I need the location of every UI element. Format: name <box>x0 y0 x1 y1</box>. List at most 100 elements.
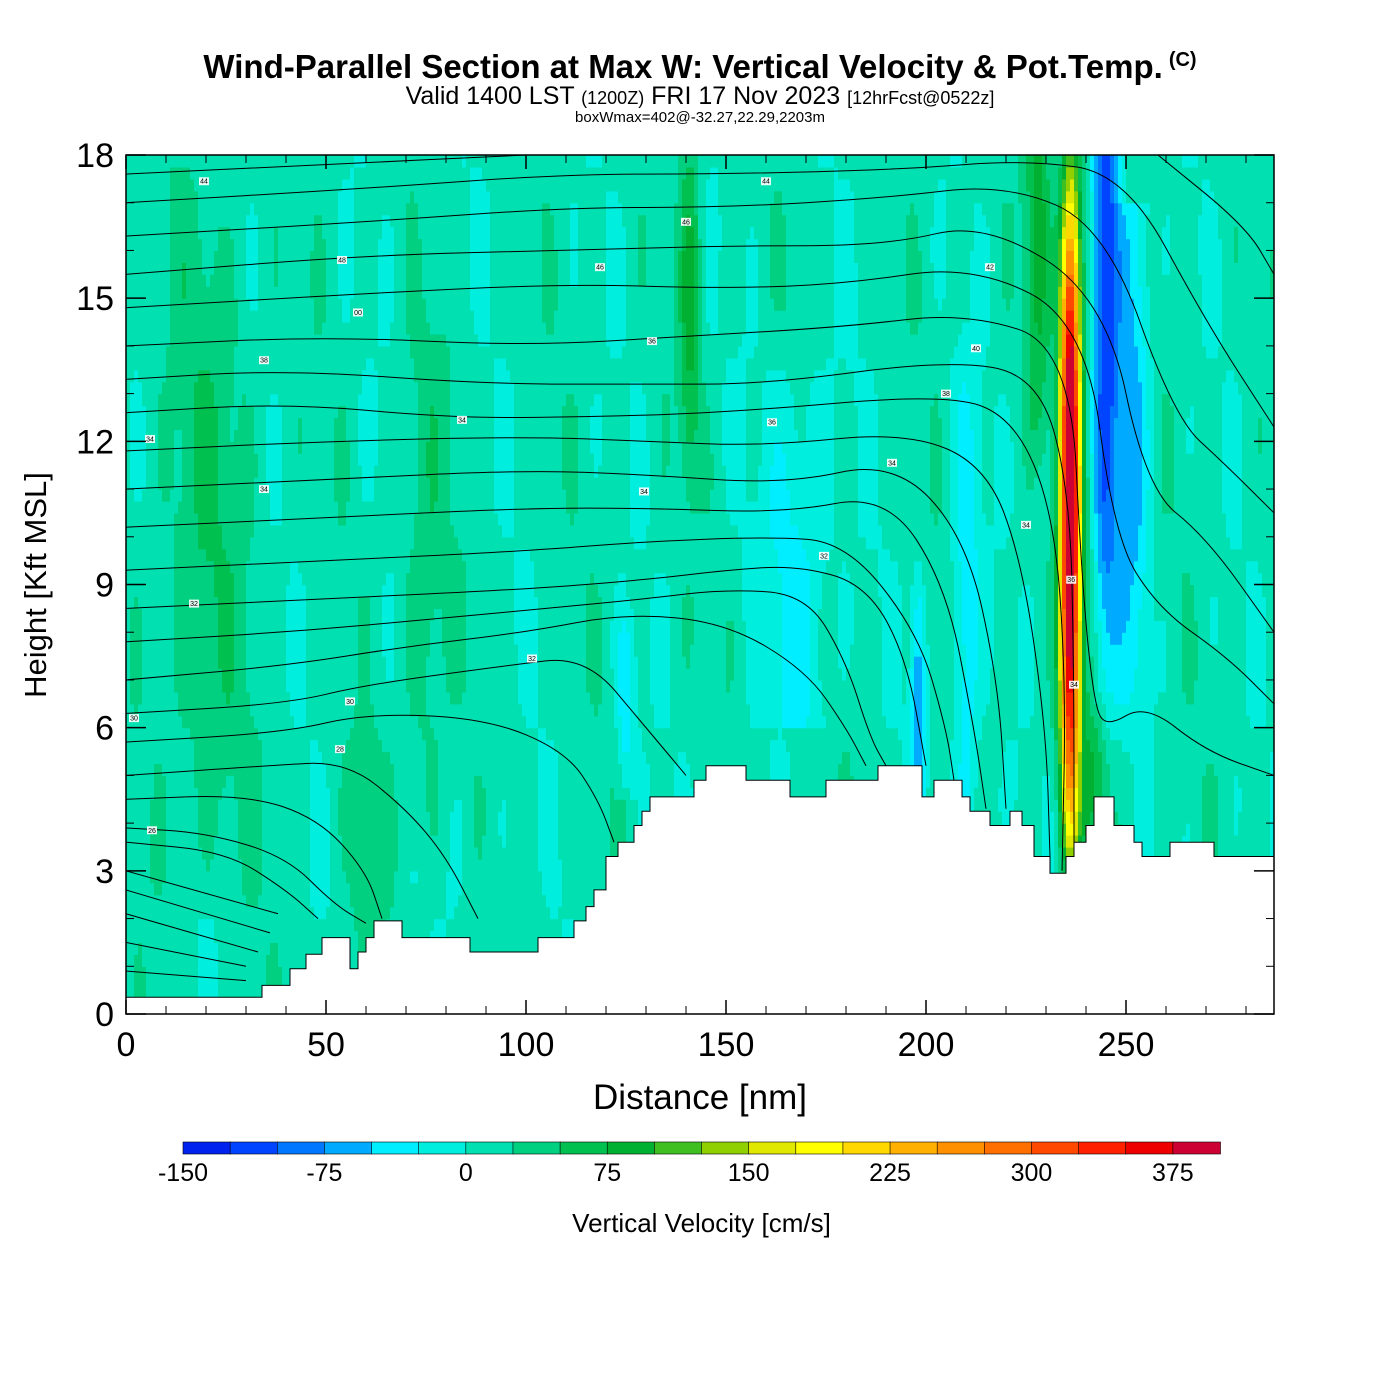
w-cell <box>370 835 375 848</box>
w-cell <box>134 835 139 848</box>
w-cell <box>330 215 335 228</box>
w-cell <box>178 549 183 562</box>
w-cell <box>266 155 271 168</box>
w-cell <box>142 585 147 598</box>
w-cell <box>130 799 135 812</box>
w-cell <box>134 155 139 168</box>
w-cell <box>166 382 171 395</box>
w-cell <box>218 573 223 586</box>
w-cell <box>138 596 143 609</box>
w-cell <box>326 429 331 442</box>
w-cell <box>250 322 255 335</box>
w-cell <box>322 334 327 347</box>
w-cell <box>258 823 263 836</box>
w-cell <box>298 406 303 419</box>
w-cell <box>198 668 203 681</box>
w-cell <box>202 334 207 347</box>
w-cell <box>394 537 399 550</box>
w-cell <box>190 775 195 788</box>
w-cell <box>286 477 291 490</box>
w-cell <box>254 620 259 633</box>
w-cell <box>278 370 283 383</box>
w-cell <box>282 227 287 240</box>
w-cell <box>146 978 151 991</box>
w-cell <box>362 489 367 502</box>
w-cell <box>238 250 243 263</box>
w-cell <box>342 883 347 896</box>
w-cell <box>358 322 363 335</box>
w-cell <box>130 919 135 932</box>
w-cell <box>342 191 347 204</box>
w-cell <box>330 561 335 574</box>
w-cell <box>134 417 139 430</box>
w-cell <box>250 847 255 860</box>
w-cell <box>306 179 311 192</box>
w-cell <box>238 274 243 287</box>
w-cell <box>298 907 303 920</box>
w-cell <box>246 358 251 371</box>
w-cell <box>354 513 359 526</box>
w-cell <box>150 549 155 562</box>
w-cell <box>374 155 379 168</box>
w-cell <box>366 692 371 705</box>
w-cell <box>298 489 303 502</box>
w-cell <box>162 656 167 669</box>
w-cell <box>250 382 255 395</box>
w-cell <box>362 239 367 252</box>
w-cell <box>286 262 291 275</box>
w-cell <box>394 406 399 419</box>
w-cell <box>270 740 275 753</box>
w-cell <box>166 465 171 478</box>
w-cell <box>282 573 287 586</box>
w-cell <box>266 227 271 240</box>
w-cell <box>358 752 363 765</box>
w-cell <box>210 907 215 920</box>
w-cell <box>226 907 231 920</box>
w-cell <box>214 501 219 514</box>
w-cell <box>326 847 331 860</box>
w-cell <box>330 787 335 800</box>
w-cell <box>286 835 291 848</box>
w-cell <box>282 453 287 466</box>
w-cell <box>314 322 319 335</box>
w-cell <box>198 227 203 240</box>
w-cell <box>282 250 287 263</box>
w-cell <box>390 441 395 454</box>
w-cell <box>306 859 311 872</box>
w-cell <box>274 787 279 800</box>
w-cell <box>258 465 263 478</box>
w-cell <box>338 501 343 514</box>
w-cell <box>358 871 363 884</box>
w-cell <box>310 250 315 263</box>
w-cell <box>382 704 387 717</box>
w-cell <box>242 573 247 586</box>
w-cell <box>286 465 291 478</box>
w-cell <box>158 978 163 991</box>
w-cell <box>214 692 219 705</box>
w-cell <box>350 203 355 216</box>
w-cell <box>338 859 343 872</box>
w-cell <box>334 728 339 741</box>
w-cell <box>214 370 219 383</box>
w-cell <box>142 501 147 514</box>
w-cell <box>286 871 291 884</box>
w-cell <box>346 322 351 335</box>
w-cell <box>202 465 207 478</box>
w-cell <box>186 942 191 955</box>
w-cell <box>138 871 143 884</box>
w-cell <box>250 250 255 263</box>
w-cell <box>306 298 311 311</box>
w-cell <box>342 167 347 180</box>
w-cell <box>214 155 219 168</box>
w-cell <box>182 775 187 788</box>
w-cell <box>314 930 319 943</box>
w-cell <box>218 549 223 562</box>
w-cell <box>306 525 311 538</box>
w-cell <box>282 835 287 848</box>
w-cell <box>310 573 315 586</box>
w-cell <box>178 394 183 407</box>
w-cell <box>162 191 167 204</box>
w-cell <box>378 262 383 275</box>
w-cell <box>326 227 331 240</box>
w-cell <box>206 322 211 335</box>
